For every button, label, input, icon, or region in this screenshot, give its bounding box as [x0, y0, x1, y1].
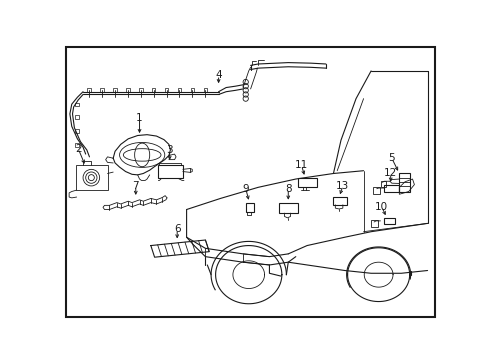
Text: 10: 10	[374, 202, 387, 212]
Text: 5: 5	[387, 153, 394, 163]
Bar	[75, 143, 79, 147]
Bar	[245, 203, 253, 212]
Bar	[203, 89, 207, 92]
Bar	[384, 218, 394, 224]
Bar	[190, 89, 194, 92]
Bar	[332, 197, 346, 205]
Bar	[384, 185, 398, 192]
Text: 6: 6	[174, 224, 180, 234]
Bar	[75, 165, 107, 190]
Bar	[373, 187, 380, 194]
Bar	[100, 89, 103, 92]
Bar	[380, 181, 385, 187]
Text: 2: 2	[75, 144, 81, 153]
Text: 13: 13	[336, 181, 349, 191]
Bar	[139, 89, 142, 92]
Bar	[125, 89, 129, 92]
Bar	[151, 89, 155, 92]
Bar	[75, 129, 79, 133]
Text: 9: 9	[242, 184, 248, 194]
Bar	[86, 89, 90, 92]
Text: 12: 12	[383, 168, 396, 179]
Text: 1: 1	[136, 113, 142, 123]
Bar	[297, 177, 316, 187]
Text: 3: 3	[166, 145, 173, 155]
Bar	[177, 89, 181, 92]
Text: 8: 8	[285, 184, 291, 194]
Bar	[370, 220, 377, 227]
Bar	[113, 89, 116, 92]
Text: 7: 7	[132, 181, 139, 191]
Text: 4: 4	[215, 70, 222, 80]
Bar	[164, 89, 168, 92]
Text: 11: 11	[294, 160, 307, 170]
Bar	[399, 174, 409, 192]
Bar	[75, 103, 79, 107]
Bar	[75, 115, 79, 119]
Bar	[278, 203, 297, 213]
Bar	[158, 165, 183, 179]
